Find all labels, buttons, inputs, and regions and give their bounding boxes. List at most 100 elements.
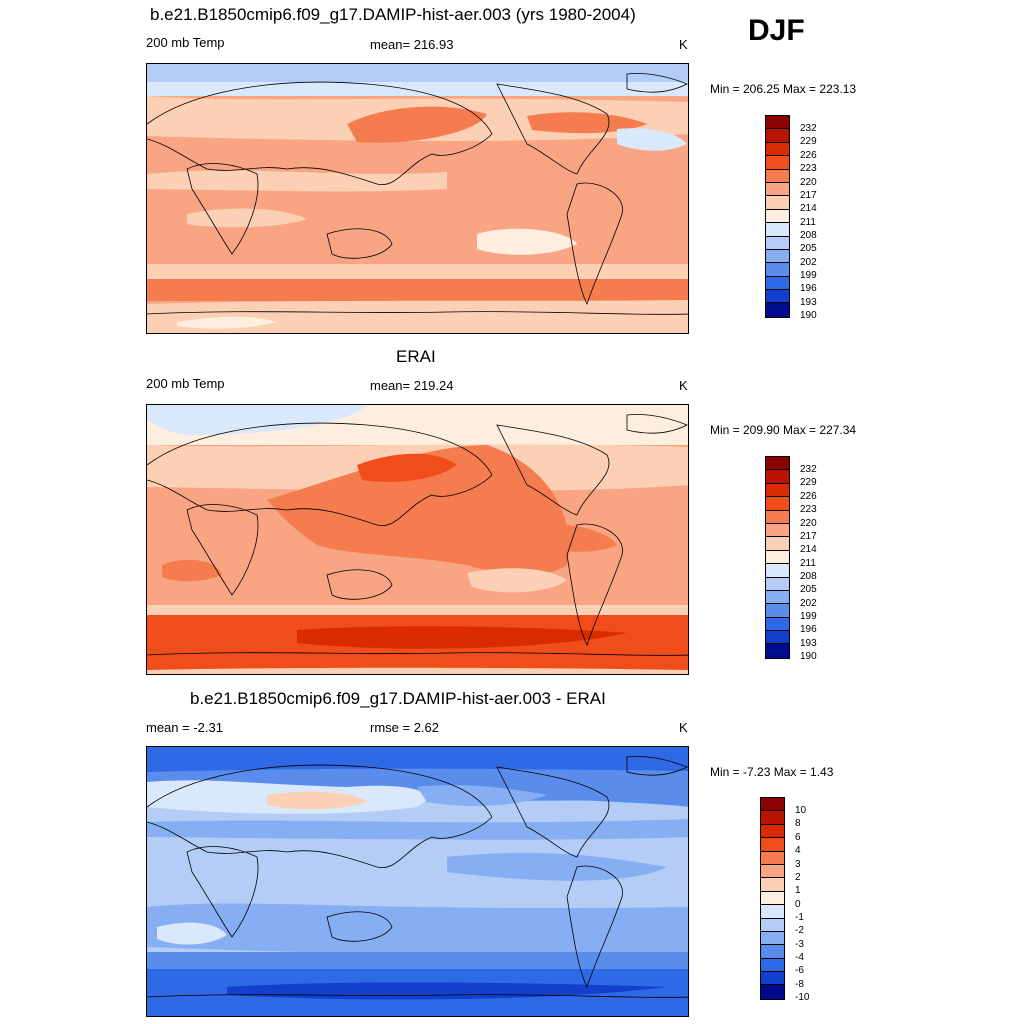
panel2-colorbar-tick: 220	[800, 518, 817, 529]
panel3-map	[146, 746, 689, 1017]
panel3-colorbar-tick: -2	[795, 925, 804, 936]
panel2-variable-label: 200 mb Temp	[146, 376, 225, 391]
panel3-colorbar-swatch	[761, 824, 784, 839]
panel3-colorbar-swatch	[761, 864, 784, 879]
panel3-colorbar-swatch	[761, 878, 784, 892]
panel2-mean-label: mean= 219.24	[370, 378, 454, 393]
panel2-colorbar-swatch	[766, 564, 789, 578]
panel1-colorbar-swatch	[766, 276, 789, 291]
panel3-colorbar-tick: -10	[795, 992, 810, 1003]
panel1-colorbar-tick: 229	[800, 136, 817, 147]
panel1-colorbar-tick: 226	[800, 150, 817, 161]
panel2-colorbar-tick: 217	[800, 531, 817, 542]
panel2-colorbar-swatch	[766, 523, 789, 538]
panel3-colorbar-swatch	[761, 985, 784, 999]
panel2-minmax-label: Min = 209.90 Max = 227.34	[710, 423, 857, 437]
panel1-colorbar-tick: 217	[800, 190, 817, 201]
panel1-colorbar-swatch	[766, 129, 789, 143]
panel2-map	[146, 404, 689, 675]
panel3-colorbar-tick: 0	[795, 899, 801, 910]
panel2-colorbar-tick: 214	[800, 544, 817, 555]
panel1-mean-label: mean= 216.93	[370, 37, 454, 52]
panel2-colorbar-tick: 226	[800, 491, 817, 502]
panel3-colorbar-tick: 3	[795, 859, 801, 870]
panel1-colorbar-swatch	[766, 263, 789, 277]
panel3-colorbar-tick: 4	[795, 845, 801, 856]
panel3-colorbar-swatch	[761, 931, 784, 946]
panel1-colorbar-tick: 211	[800, 217, 816, 228]
panel2-colorbar-tick: 190	[800, 651, 817, 662]
panel1-map	[146, 63, 689, 334]
panel3-colorbar-swatch	[761, 891, 784, 906]
panel1-colorbar-tick: 190	[800, 310, 817, 321]
panel2-colorbar-tick: 199	[800, 611, 817, 622]
panel1-colorbar-swatch	[766, 209, 789, 224]
panel3-colorbar-swatch	[761, 918, 784, 932]
panel2-units-label: K	[679, 378, 688, 393]
panel1-colorbar-tick: 193	[800, 297, 817, 308]
panel2-colorbar-tick: 229	[800, 477, 817, 488]
panel1-minmax-label: Min = 206.25 Max = 223.13	[710, 82, 857, 96]
panel1-colorbar-swatch	[766, 182, 789, 197]
season-label: DJF	[748, 14, 805, 47]
panel2-colorbar-swatch	[766, 590, 789, 605]
panel2-colorbar	[765, 456, 790, 659]
panel2-colorbar-tick: 193	[800, 638, 817, 649]
panel1-colorbar-swatch	[766, 156, 789, 170]
panel2-colorbar-swatch	[766, 604, 789, 618]
panel2-colorbar-swatch	[766, 537, 789, 551]
panel3-minmax-label: Min = -7.23 Max = 1.43	[710, 765, 834, 779]
panel1-colorbar-swatch	[766, 169, 789, 183]
panel3-colorbar-tick: -4	[795, 952, 804, 963]
panel2-colorbar-swatch	[766, 644, 789, 658]
panel3-colorbar-tick: 2	[795, 872, 801, 883]
panel3-colorbar-swatch	[761, 798, 784, 812]
panel3-colorbar-swatch	[761, 972, 784, 986]
panel1-colorbar-tick: 199	[800, 270, 817, 281]
panel3-colorbar-swatch	[761, 851, 784, 865]
panel3-colorbar-swatch	[761, 958, 784, 973]
panel3-colorbar-tick: -6	[795, 965, 804, 976]
panel1-colorbar-swatch	[766, 223, 789, 237]
panel2-colorbar-swatch	[766, 483, 789, 498]
panel3-colorbar-swatch	[761, 811, 784, 825]
panel1-colorbar-tick: 223	[800, 163, 817, 174]
panel3-title: b.e21.B1850cmip6.f09_g17.DAMIP-hist-aer.…	[190, 689, 606, 708]
panel3-colorbar-swatch	[761, 838, 784, 852]
panel2-colorbar-tick: 196	[800, 624, 817, 635]
panel1-colorbar-swatch	[766, 303, 789, 317]
panel2-colorbar-tick: 205	[800, 584, 817, 595]
panel1-colorbar-tick: 202	[800, 257, 817, 268]
panel1-colorbar-swatch	[766, 142, 789, 157]
panel1-colorbar-tick: 205	[800, 243, 817, 254]
panel1-colorbar-swatch	[766, 236, 789, 250]
panel1-colorbar-tick: 196	[800, 283, 817, 294]
panel1-colorbar-tick: 208	[800, 230, 817, 241]
panel1-colorbar	[765, 115, 790, 318]
panel2-colorbar-tick: 232	[800, 464, 817, 475]
panel2-colorbar-tick: 223	[800, 504, 817, 515]
panel1-variable-label: 200 mb Temp	[146, 35, 225, 50]
panel3-colorbar-tick: -1	[795, 912, 804, 923]
panel2-colorbar-swatch	[766, 510, 789, 524]
panel1-colorbar-tick: 214	[800, 203, 817, 214]
panel1-colorbar-swatch	[766, 116, 789, 130]
panel1-colorbar-tick: 220	[800, 177, 817, 188]
panel1-units-label: K	[679, 37, 688, 52]
panel1-colorbar-swatch	[766, 290, 789, 304]
panel3-colorbar-tick: -8	[795, 979, 804, 990]
panel1-colorbar-swatch	[766, 196, 789, 210]
panel3-colorbar-tick: 1	[795, 885, 801, 896]
panel2-colorbar-tick: 208	[800, 571, 817, 582]
panel1-colorbar-tick: 232	[800, 123, 817, 134]
panel1-colorbar-swatch	[766, 249, 789, 264]
panel3-mean-label: mean = -2.31	[146, 720, 223, 735]
panel3-colorbar-tick: 6	[795, 832, 801, 843]
panel2-colorbar-swatch	[766, 457, 789, 471]
panel2-title: ERAI	[396, 347, 436, 366]
panel3-colorbar-swatch	[761, 945, 784, 959]
panel3-units-label: K	[679, 720, 688, 735]
panel2-colorbar-tick: 202	[800, 598, 817, 609]
panel2-colorbar-tick: 211	[800, 558, 816, 569]
panel2-colorbar-swatch	[766, 617, 789, 632]
